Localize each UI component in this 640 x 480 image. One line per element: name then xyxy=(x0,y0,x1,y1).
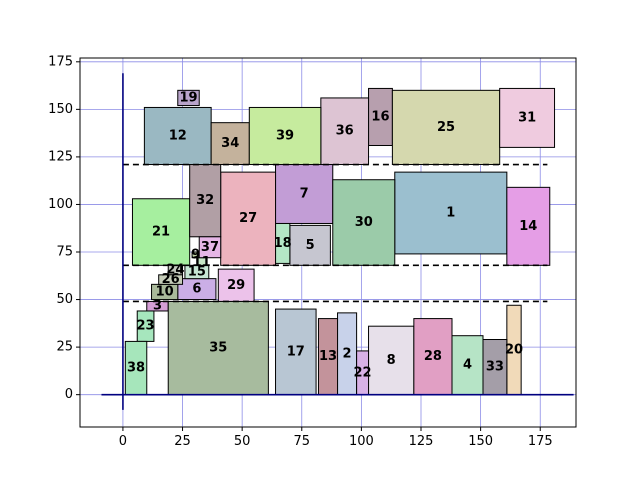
rect-label-34: 34 xyxy=(221,136,239,151)
rect-label-12: 12 xyxy=(169,128,187,143)
guide-lines xyxy=(101,73,574,410)
rect-4 xyxy=(451,335,484,396)
x-tick-label: 75 xyxy=(293,434,310,449)
rect-label-36: 36 xyxy=(336,124,354,139)
rect-label-11: 11 xyxy=(193,255,211,270)
rect-label-18: 18 xyxy=(274,236,292,251)
rect-label-31: 31 xyxy=(518,110,536,125)
plot-area: 1234567891011121314151617181920212223242… xyxy=(79,57,577,428)
rect-label-28: 28 xyxy=(424,349,442,364)
rect-17 xyxy=(275,308,317,396)
rect-1 xyxy=(394,171,508,255)
rect-19 xyxy=(177,89,200,107)
rect-label-16: 16 xyxy=(371,109,389,124)
rect-label-26: 26 xyxy=(162,272,180,287)
y-tick-label: 25 xyxy=(56,340,73,355)
rect-label-17: 17 xyxy=(287,344,305,359)
rect-label-2: 2 xyxy=(343,346,352,361)
rectangles: 1234567891011121314151617181920212223242… xyxy=(124,87,556,396)
rect-32 xyxy=(189,164,222,238)
rect-label-4: 4 xyxy=(463,358,472,373)
x-tick-label: 50 xyxy=(234,434,251,449)
rect-29 xyxy=(217,268,255,302)
y-tick-label: 100 xyxy=(48,197,73,212)
y-tick-label: 75 xyxy=(56,245,73,260)
x-tick-label: 100 xyxy=(349,434,374,449)
rect-label-35: 35 xyxy=(209,341,227,356)
rect-label-32: 32 xyxy=(196,193,214,208)
x-axis-ticks: 0 25 50 75 100 125 150 175 xyxy=(119,427,553,449)
rect-label-25: 25 xyxy=(437,120,455,135)
y-tick-label: 0 xyxy=(65,387,73,402)
rect-label-39: 39 xyxy=(276,128,294,143)
rect-14 xyxy=(506,186,551,266)
rect-5 xyxy=(289,224,331,266)
rect-label-13: 13 xyxy=(319,349,337,364)
rect-label-3: 3 xyxy=(153,299,162,314)
rect-21 xyxy=(131,198,191,266)
rect-label-24: 24 xyxy=(166,263,184,278)
rect-label-33: 33 xyxy=(486,360,504,375)
rect-label-8: 8 xyxy=(387,353,396,368)
rect-label-5: 5 xyxy=(306,238,315,253)
rect-31 xyxy=(499,87,556,148)
rect-label-1: 1 xyxy=(446,206,455,221)
rect-label-21: 21 xyxy=(152,225,170,240)
rect-28 xyxy=(413,318,453,396)
rect-label-15: 15 xyxy=(188,264,206,279)
rect-label-23: 23 xyxy=(137,319,155,334)
rect-25 xyxy=(391,89,501,166)
rect-label-37: 37 xyxy=(201,240,219,255)
x-tick-label: 125 xyxy=(409,434,434,449)
rect-label-29: 29 xyxy=(227,278,245,293)
rect-label-6: 6 xyxy=(192,282,201,297)
rect-12 xyxy=(143,106,212,166)
rect-7 xyxy=(275,164,334,224)
rect-label-7: 7 xyxy=(300,186,309,201)
rect-label-38: 38 xyxy=(127,361,145,376)
rect-label-22: 22 xyxy=(354,365,372,380)
rect-26 xyxy=(158,274,184,285)
rect-35 xyxy=(167,300,269,396)
rect-label-30: 30 xyxy=(355,215,373,230)
y-tick-label: 50 xyxy=(56,292,73,307)
rect-39 xyxy=(248,106,322,166)
rect-label-27: 27 xyxy=(239,211,257,226)
y-tick-label: 125 xyxy=(48,149,73,164)
rect-37 xyxy=(198,236,222,259)
x-tick-label: 0 xyxy=(119,434,127,449)
x-tick-label: 175 xyxy=(528,434,553,449)
rect-label-14: 14 xyxy=(519,219,537,234)
x-tick-label: 25 xyxy=(174,434,191,449)
rect-label-19: 19 xyxy=(179,90,197,105)
rect-label-9: 9 xyxy=(191,247,200,262)
rect-label-20: 20 xyxy=(505,342,523,357)
axes-frame xyxy=(79,57,577,428)
rect-label-10: 10 xyxy=(156,284,174,299)
y-axis-ticks: 0 25 50 75 100 125 150 175 xyxy=(48,54,80,402)
y-tick-label: 175 xyxy=(48,54,73,69)
x-tick-label: 150 xyxy=(468,434,493,449)
y-tick-label: 150 xyxy=(48,102,73,117)
